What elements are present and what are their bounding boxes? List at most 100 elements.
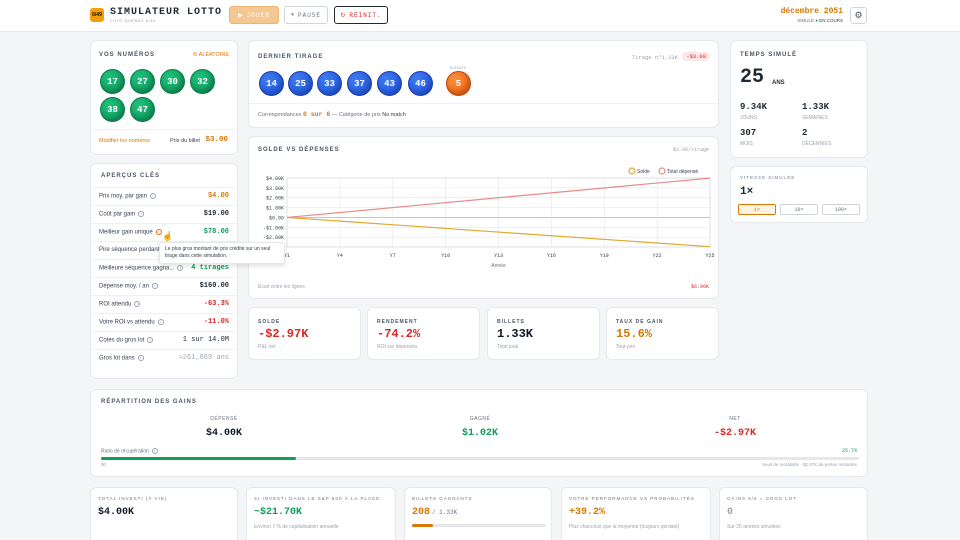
y-tick-label: $3.00K [266, 186, 284, 192]
decades-value: 2 [802, 128, 808, 138]
draw-number: Tirage n°1.33K [631, 54, 678, 61]
x-tick-label: Y4 [337, 253, 343, 259]
recovery-pct: 25.7% [841, 448, 857, 454]
y-tick-label: $0.00 [269, 215, 284, 221]
winning-tickets-bar [412, 524, 546, 527]
my-number-ball: 32 [190, 69, 215, 94]
y-tick-label: $1.00K [266, 206, 284, 212]
days-value: 9.34K [740, 102, 768, 112]
drawn-ball: 43 [377, 71, 402, 96]
info-icon[interactable]: i [147, 337, 154, 343]
x-tick-label: Y1 [284, 253, 290, 259]
gap-value: $6.96K [690, 284, 709, 290]
years-unit: ANS [772, 80, 785, 86]
my-number-ball: 17 [100, 69, 125, 94]
drawn-ball: 14 [259, 71, 284, 96]
drawn-ball: 33 [317, 71, 342, 96]
kpi-value: -74.2% [377, 327, 421, 341]
info-icon[interactable]: i [151, 283, 158, 289]
x-tick-label: Y22 [653, 253, 662, 259]
speed-card: VITESSE SIMULÉE 1× 1× 10× 100× [730, 166, 868, 223]
hand-cursor-icon: ☝ [162, 231, 174, 241]
insight-row: Dépense moy. / an i $160.00 [91, 277, 237, 295]
speed-option-100x[interactable]: 100× [822, 204, 860, 215]
reset-button[interactable]: ↻ RÉINIT. [334, 6, 388, 24]
info-icon[interactable]: i [157, 319, 164, 325]
kpi-value: -$2.97K [258, 327, 309, 341]
x-axis-label: Année [491, 263, 506, 269]
speed-option-1x[interactable]: 1× [738, 204, 776, 215]
insight-row: Prix moy. par gain i $4.00 [91, 187, 237, 205]
x-tick-label: Y16 [547, 253, 556, 259]
info-icon[interactable]: i [134, 301, 141, 307]
speed-title: VITESSE SIMULÉE [740, 175, 796, 180]
numbers-title: VOS NUMÉROS [99, 52, 156, 58]
ticket-price-label: Prix du billet [170, 138, 200, 144]
draw-cost-badge: -$3.00 [682, 52, 710, 61]
divider [91, 129, 237, 130]
info-icon[interactable]: i [177, 265, 184, 271]
bonus-ball: 5 [446, 71, 471, 96]
drawn-ball: 37 [347, 71, 372, 96]
speed-value: 1× [740, 186, 754, 198]
info-icon[interactable]: i [151, 448, 158, 454]
info-icon[interactable]: i [149, 193, 156, 199]
top-bar: 6/49 SIMULATEUR LOTTO LOTO QUÉBEC 6/49 ▶… [0, 0, 960, 32]
stat-value: $4.00K [98, 507, 135, 518]
sim-date: décembre 2051 [780, 7, 843, 16]
days-label: JOURS [740, 115, 757, 121]
drawn-ball: 25 [288, 71, 313, 96]
kpi-card-balance: SOLDE -$2.97K P&L net [248, 307, 361, 360]
status-dot-icon: ● [815, 18, 818, 23]
weeks-label: SEMAINES [802, 115, 828, 121]
x-tick-label: Y19 [600, 253, 609, 259]
legend-marker [628, 167, 636, 175]
scale-start: $0 [101, 462, 107, 467]
app-subtitle: LOTO QUÉBEC 6/49 [110, 18, 156, 23]
legend-label: Total dépensé [667, 169, 698, 175]
series-line [286, 216, 711, 248]
numbers-card: VOS NUMÉROS ⟲ ALÉATOIRE 17 27 30 32 38 4… [90, 40, 238, 155]
legend-label: Solde [637, 169, 650, 175]
insight-row: Pire séquence perdante [91, 241, 237, 259]
net-column: NET -$2.97K [713, 416, 756, 439]
my-number-ball: 30 [160, 69, 185, 94]
threshold-note: Seuil de rentabilité · $2.97K de pertes … [761, 462, 857, 467]
gap-label: Écart entre les lignes [258, 284, 305, 290]
winning-tickets-bar-fill [412, 524, 433, 527]
jackpot-card: GAINS 6/6 = GROS LOT 0 Sur 25 années sim… [719, 487, 868, 540]
x-tick-label: Y7 [390, 253, 396, 259]
chart-subtitle: $3.00/tirage [672, 147, 709, 153]
sim-time-title: TEMPS SIMULÉ [740, 52, 798, 58]
decades-label: DÉCENNIES [802, 141, 832, 147]
won-column: GAGNÉ $1.02K [461, 416, 498, 439]
insight-row: Coût par gain i $19.00 [91, 205, 237, 223]
play-button[interactable]: ▶ JOUER [229, 6, 279, 24]
stat-value: 0 [727, 507, 734, 518]
speed-option-10x[interactable]: 10× [780, 204, 818, 215]
y-tick-label: -$2.00K [263, 235, 284, 241]
recovery-label: Ratio de récupération i [101, 448, 158, 454]
insight-row: Votre ROI vs attendu i -11.0% [91, 313, 237, 331]
my-number-ball: 27 [130, 69, 155, 94]
winning-tickets-card: BILLETS GAGNANTS 208 / 1.33K [404, 487, 552, 540]
kpi-card-tickets: BILLETS 1.33K Total joué [487, 307, 600, 360]
settings-gear-icon[interactable]: ⚙ [850, 7, 867, 24]
insights-card: APERÇUS CLÉS Prix moy. par gain i $4.00 Co… [90, 163, 285, 379]
insight-row: ROI attendu i -63.3% [91, 295, 237, 313]
kpi-value: 1.33K [497, 327, 534, 341]
divider [249, 103, 718, 104]
ticket-price-value[interactable]: $3.00 [205, 136, 228, 144]
modify-numbers-link[interactable]: Modifier les numéros [99, 138, 151, 144]
winning-tickets-value: 208 / 1.33K [412, 507, 458, 518]
last-draw-card: DERNIER TIRAGE Tirage n°1.33K -$3.00 14 … [248, 40, 719, 128]
bonus-label: BONUS [450, 65, 467, 70]
y-tick-label: -$1.00K [263, 225, 284, 231]
info-icon[interactable]: i [138, 211, 145, 217]
sp500-card: SI INVESTI DANS LE S&P 500 À LA PLACE ~$… [246, 487, 396, 540]
info-icon[interactable]: i [155, 229, 162, 235]
random-button[interactable]: ⟲ ALÉATOIRE [192, 52, 229, 58]
info-icon[interactable]: i [137, 355, 144, 361]
x-tick-label: Y13 [494, 253, 503, 259]
pause-button[interactable]: ⏸ PAUSE [284, 6, 328, 24]
